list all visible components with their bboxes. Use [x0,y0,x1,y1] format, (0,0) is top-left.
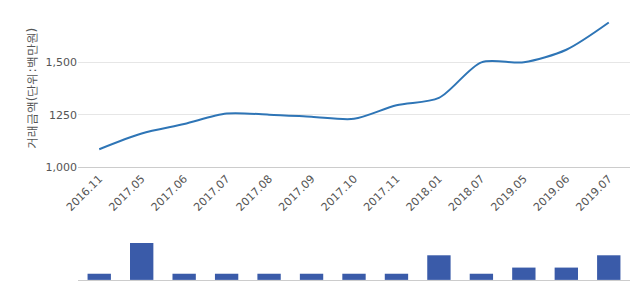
svg-text:2017.06: 2017.06 [149,173,190,214]
svg-text:1250: 1250 [49,109,77,122]
svg-text:2018.01: 2018.01 [404,173,445,214]
svg-text:2019.06: 2019.06 [531,173,572,214]
svg-text:2017.05: 2017.05 [106,173,147,214]
svg-text:2017.07: 2017.07 [191,173,232,214]
svg-text:1,000: 1,000 [46,161,78,174]
svg-text:2017.10: 2017.10 [319,173,360,214]
svg-text:2017.09: 2017.09 [276,173,317,214]
svg-text:1,500: 1,500 [46,56,78,69]
svg-text:2019.07: 2019.07 [573,173,614,214]
svg-text:2019.05: 2019.05 [488,173,529,214]
svg-text:2018.07: 2018.07 [446,173,487,214]
svg-text:2017.08: 2017.08 [234,173,275,214]
svg-text:2017.11: 2017.11 [361,173,402,214]
svg-text:2016.11: 2016.11 [64,173,105,214]
svg-text:거래금액(단위:백만원): 거래금액(단위:백만원) [25,28,39,149]
